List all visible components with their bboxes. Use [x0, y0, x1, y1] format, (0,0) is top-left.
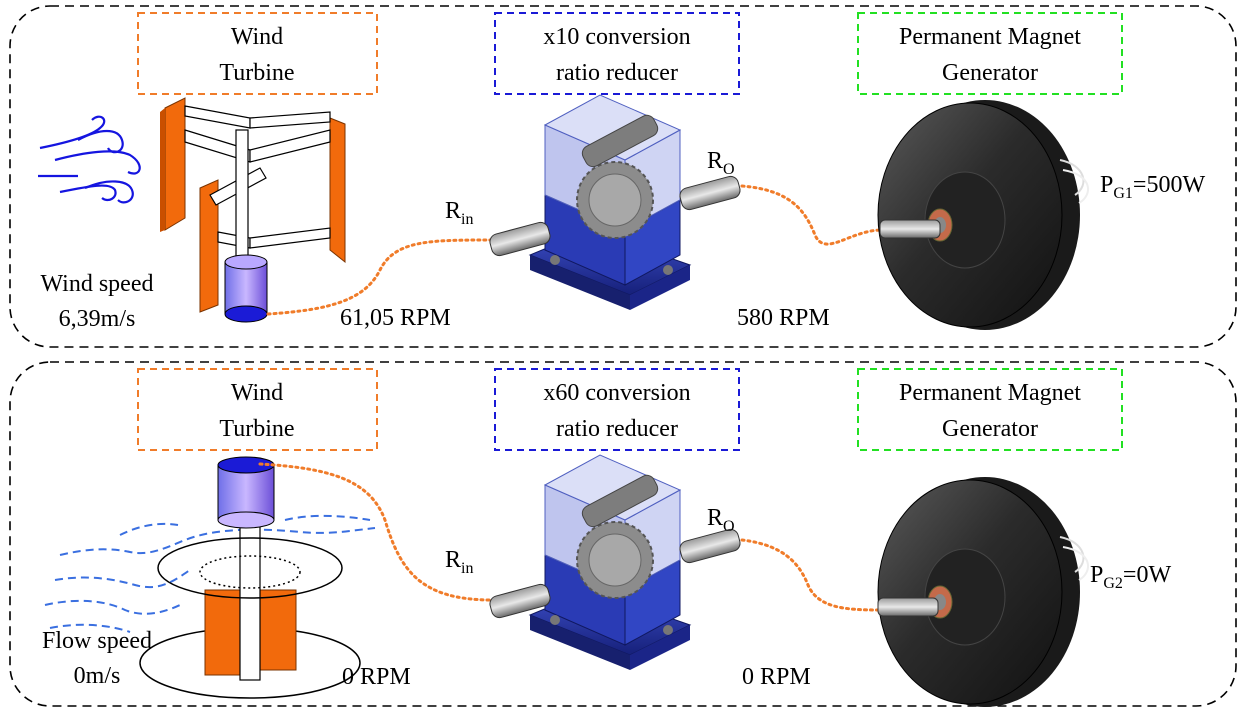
generator-box-line-1: Permanent Magnet	[899, 24, 1081, 50]
rin-label: Rin	[445, 198, 473, 228]
output-connector	[740, 538, 882, 612]
reducer-label-box	[494, 368, 740, 451]
input-connector	[266, 238, 494, 316]
wind-turbine-icon	[160, 97, 346, 323]
panel-2: Wind Turbine x60 conversion ratio reduce…	[9, 361, 1237, 708]
reducer-label-box	[494, 12, 740, 95]
turbine-box-line-1: Wind	[231, 24, 283, 50]
panel-1-border	[9, 5, 1237, 348]
output-shaft	[679, 175, 741, 211]
generator-label-box	[857, 368, 1123, 451]
wind-lines-icon	[38, 115, 141, 204]
speed-label-line-2: 0m/s	[74, 663, 121, 689]
generator-shaft	[879, 219, 941, 239]
panel-2-border	[9, 361, 1237, 707]
generator-box-line-2: Generator	[942, 60, 1038, 86]
reducer-box-line-1: x10 conversion	[543, 24, 690, 50]
ro-label: RO	[707, 148, 735, 178]
generator-shaft	[877, 597, 939, 617]
panel-1: Wind Turbine x10 conversion ratio reduce…	[9, 5, 1237, 348]
generator-box-line-2: Generator	[942, 416, 1038, 442]
input-rpm: 61,05 RPM	[340, 305, 451, 331]
turbine-box-line-2: Turbine	[219, 416, 294, 442]
generator-box-line-1: Permanent Magnet	[899, 380, 1081, 406]
ro-label: RO	[707, 505, 735, 535]
reducer-box-line-2: ratio reducer	[556, 416, 678, 442]
output-connector	[740, 184, 884, 246]
turbine-label-box	[137, 368, 378, 451]
speed-label-line-1: Flow speed	[42, 628, 152, 654]
speed-label-line-1: Wind speed	[40, 271, 153, 297]
input-rpm: 0 RPM	[342, 664, 411, 690]
rin-label: Rin	[445, 547, 473, 577]
gearbox-icon	[529, 94, 691, 311]
power-label: PG1=500W	[1100, 172, 1205, 202]
power-label: PG2=0W	[1090, 562, 1171, 592]
turbine-label-box	[137, 12, 378, 95]
output-rpm: 0 RPM	[742, 664, 811, 690]
speed-label-line-2: 6,39m/s	[59, 306, 136, 332]
input-connector	[258, 462, 494, 602]
generator-icon	[877, 99, 1090, 331]
input-shaft	[489, 583, 551, 619]
gearbox-icon	[529, 454, 691, 671]
turbine-box-line-1: Wind	[231, 380, 283, 406]
turbine-box-line-2: Turbine	[219, 60, 294, 86]
water-turbine-icon	[139, 456, 361, 699]
generator-label-box	[857, 12, 1123, 95]
generator-icon	[877, 476, 1090, 708]
output-rpm: 580 RPM	[737, 305, 830, 331]
reducer-box-line-2: ratio reducer	[556, 60, 678, 86]
flow-lines-icon	[44, 514, 376, 633]
input-shaft	[489, 221, 551, 257]
reducer-box-line-1: x60 conversion	[543, 380, 690, 406]
output-shaft	[679, 528, 741, 564]
